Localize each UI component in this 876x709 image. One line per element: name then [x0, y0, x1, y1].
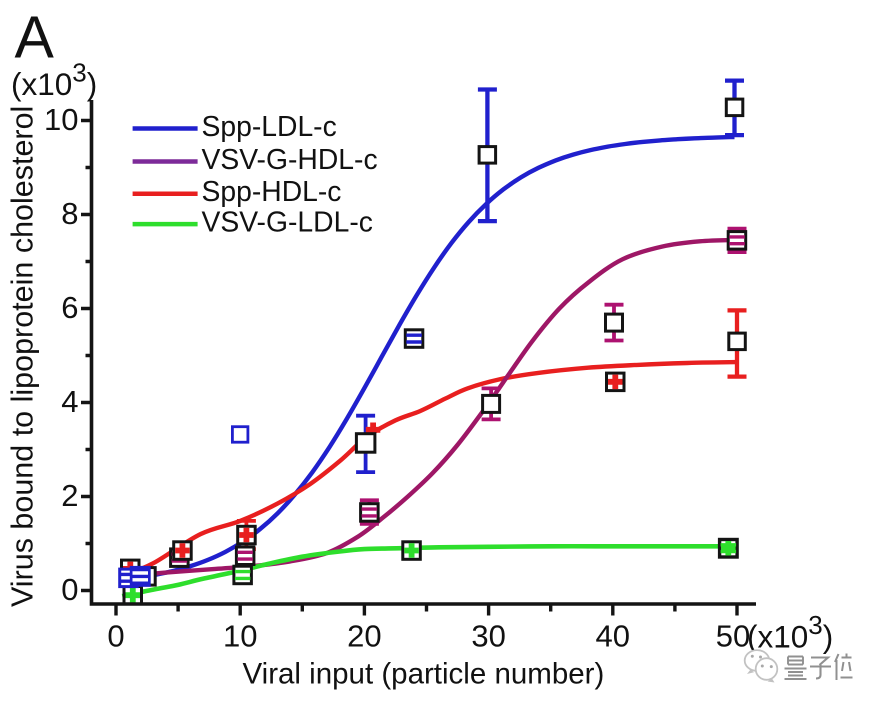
svg-text:Spp-HDL-c: Spp-HDL-c: [202, 175, 342, 207]
svg-text:0: 0: [61, 572, 78, 607]
svg-text:VSV-G-LDL-c: VSV-G-LDL-c: [202, 206, 373, 238]
svg-text:Viral input (particle number): Viral input (particle number): [243, 658, 605, 691]
svg-text:Virus bound to lipoprotein cho: Virus bound to lipoprotein cholesterol: [6, 106, 40, 607]
svg-text:6: 6: [61, 290, 78, 325]
svg-text:50: 50: [716, 619, 750, 654]
svg-text:2: 2: [61, 478, 78, 513]
svg-text:VSV-G-HDL-c: VSV-G-HDL-c: [202, 143, 378, 175]
svg-text:A: A: [15, 5, 55, 71]
svg-text:10: 10: [44, 102, 78, 137]
svg-text:8: 8: [61, 196, 78, 231]
svg-text:30: 30: [471, 619, 505, 654]
svg-text:Spp-LDL-c: Spp-LDL-c: [202, 110, 337, 142]
svg-text:20: 20: [347, 619, 381, 654]
svg-text:40: 40: [596, 619, 630, 654]
svg-text:4: 4: [61, 384, 78, 419]
svg-text:0: 0: [107, 619, 124, 654]
svg-text:10: 10: [223, 619, 257, 654]
